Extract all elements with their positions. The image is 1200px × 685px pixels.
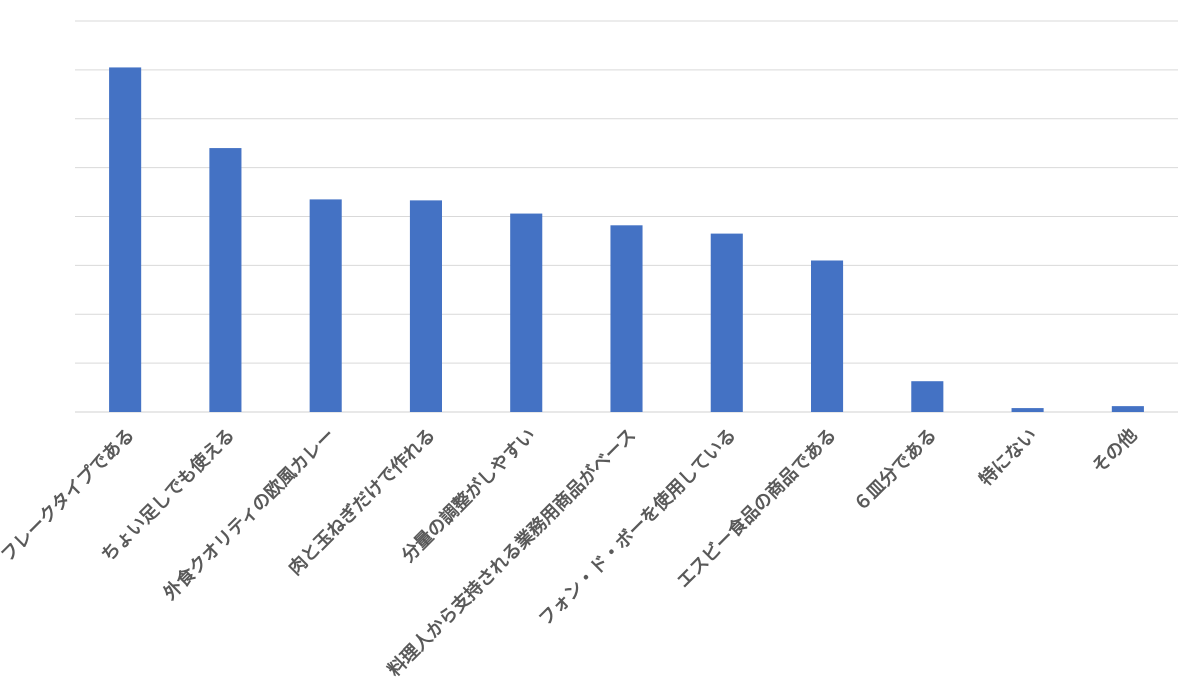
bar [811, 260, 844, 412]
bars [109, 67, 1144, 413]
gridlines [75, 20, 1178, 413]
bar [610, 225, 643, 412]
x-tick-labels: フレークタイプであるちょい足しでも使える外食クオリティの欧風カレー肉と玉ねぎだけ… [0, 424, 1141, 681]
x-tick-label: ６皿分である [850, 425, 941, 516]
x-tick-label: 外食クオリティの欧風カレー [159, 424, 339, 604]
bar [109, 67, 142, 413]
bar [309, 199, 342, 412]
bar [1011, 408, 1044, 412]
bar [911, 381, 944, 412]
bar [510, 213, 543, 412]
x-tick-label: フォン・ド・ボーを使用している [535, 425, 740, 630]
x-tick-label: その他 [1088, 424, 1142, 478]
x-tick-label: 特にない [975, 424, 1041, 490]
bar [209, 148, 242, 412]
bar [1111, 406, 1144, 412]
bar [409, 200, 442, 412]
bar [710, 233, 743, 412]
x-tick-label: エスビー食品の商品である [672, 424, 840, 592]
